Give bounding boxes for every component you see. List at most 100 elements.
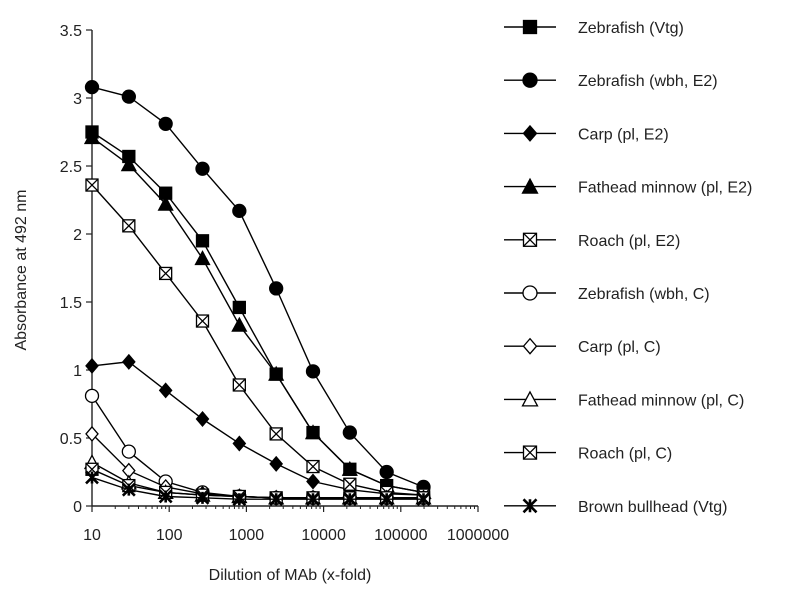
x-tick-label: 100000: [374, 527, 427, 544]
legend-marker-roach-pl-e2: [522, 232, 538, 247]
data-point-zebrafish-wbh-e2: [158, 116, 173, 131]
data-point-brown-bullhead-vtg: [85, 470, 99, 485]
data-point-roach-pl-e2: [159, 266, 173, 281]
series-line-fathead-minnow-pl-e2: [91, 136, 424, 494]
data-point-roach-pl-e2: [343, 477, 357, 491]
series-layer: [83, 79, 432, 507]
data-point-carp-pl-e2: [158, 382, 173, 399]
y-axis-title: Absorbance at 492 nm: [13, 190, 30, 351]
legend-label: Fathead minnow (pl, C): [578, 392, 744, 409]
series-line-zebrafish-wbh-e2: [91, 86, 424, 488]
y-tick-label: 1: [73, 363, 82, 380]
legend-marker-carp-pl-e2: [522, 124, 538, 142]
data-point-carp-pl-c: [85, 425, 99, 442]
legend-item-zebrafish-wbh-e2: Zebrafish (wbh, E2): [504, 72, 718, 90]
legend-marker-zebrafish-vtg: [522, 19, 538, 35]
legend: Zebrafish (Vtg) Zebrafish (wbh, E2) Carp (…: [504, 19, 752, 516]
data-point-zebrafish-wbh-e2: [305, 364, 321, 379]
data-point-zebrafish-wbh-c: [84, 388, 100, 403]
y-tick-label: 0: [73, 499, 82, 516]
series-line-roach-pl-e2: [91, 184, 424, 496]
data-point-brown-bullhead-vtg: [121, 482, 136, 497]
data-point-brown-bullhead-vtg: [306, 492, 320, 507]
y-tick-label: 0.5: [60, 431, 82, 448]
data-point-roach-pl-e2: [269, 427, 283, 441]
data-point-carp-pl-e2: [195, 410, 210, 427]
legend-label: Zebrafish (wbh, C): [578, 286, 710, 303]
series-zebrafish-wbh-e2: [84, 79, 431, 495]
legend-marker-fathead-minnow-pl-e2: [521, 177, 539, 194]
legend-label: Carp (pl, C): [578, 339, 661, 356]
data-point-zebrafish-wbh-c: [121, 444, 136, 459]
x-tick-label: 10: [83, 527, 101, 544]
data-point-zebrafish-vtg: [232, 300, 246, 315]
data-point-zebrafish-wbh-e2: [232, 203, 247, 219]
data-point-roach-pl-e2: [195, 314, 210, 328]
y-tick-label: 2: [73, 227, 82, 244]
axes: 0 0.5 1 1.5 2 2.5 3 3.5 10 100 1000 10000 100000 1000…: [60, 23, 509, 544]
data-point-carp-pl-e2: [306, 473, 320, 490]
legend-label: Zebrafish (Vtg): [578, 20, 684, 37]
data-point-fathead-minnow-pl-e2: [304, 424, 322, 440]
data-point-roach-pl-e2: [85, 178, 99, 192]
series-line-roach-pl-c: [91, 468, 424, 499]
series-line-carp-pl-e2: [91, 361, 424, 496]
series-carp-pl-e2: [85, 353, 431, 504]
data-point-zebrafish-wbh-e2: [269, 281, 284, 296]
legend-item-carp-pl-c: Carp (pl, C): [504, 337, 661, 356]
legend-item-roach-pl-e2: Roach (pl, E2): [504, 232, 680, 250]
data-point-fathead-minnow-pl-e2: [194, 250, 211, 266]
data-point-carp-pl-e2: [269, 455, 284, 472]
series-roach-pl-e2: [85, 178, 431, 502]
x-axis-title: Dilution of MAb (x-fold): [209, 567, 372, 584]
legend-label: Roach (pl, E2): [578, 233, 680, 250]
series-zebrafish-vtg: [85, 125, 431, 500]
legend-marker-zebrafish-wbh-c: [522, 285, 538, 301]
series-roach-pl-c: [85, 462, 431, 505]
data-point-carp-pl-e2: [85, 357, 99, 374]
x-tick-label: 10000: [301, 527, 346, 544]
data-point-zebrafish-wbh-e2: [195, 161, 210, 176]
data-point-carp-pl-e2: [121, 353, 136, 370]
legend-marker-zebrafish-wbh-e2: [522, 72, 538, 88]
data-point-brown-bullhead-vtg: [416, 492, 431, 507]
legend-marker-brown-bullhead-vtg: [522, 498, 538, 514]
x-tick-label: 1000000: [447, 527, 509, 544]
data-point-carp-pl-e2: [232, 435, 247, 452]
legend-label: Zebrafish (wbh, E2): [578, 73, 718, 90]
legend-item-fathead-minnow-pl-c: Fathead minnow (pl, C): [504, 390, 744, 409]
x-tick-label: 100: [156, 527, 183, 544]
x-tick-label: 1000: [229, 527, 265, 544]
data-point-fathead-minnow-pl-e2: [231, 316, 248, 332]
legend-item-fathead-minnow-pl-e2: Fathead minnow (pl, E2): [504, 177, 752, 197]
series-brown-bullhead-vtg: [85, 470, 431, 507]
legend-marker-fathead-minnow-pl-c: [521, 390, 539, 407]
data-point-roach-pl-e2: [306, 459, 320, 474]
data-point-brown-bullhead-vtg: [158, 489, 173, 504]
legend-item-zebrafish-wbh-c: Zebrafish (wbh, C): [504, 285, 710, 303]
legend-label: Fathead minnow (pl, E2): [578, 180, 752, 197]
legend-item-zebrafish-vtg: Zebrafish (Vtg): [504, 19, 684, 37]
data-point-zebrafish-wbh-e2: [379, 464, 394, 480]
data-point-brown-bullhead-vtg: [379, 492, 394, 507]
data-point-zebrafish-wbh-e2: [342, 425, 357, 440]
data-point-brown-bullhead-vtg: [269, 492, 284, 507]
legend-item-carp-pl-e2: Carp (pl, E2): [504, 124, 669, 143]
data-point-brown-bullhead-vtg: [195, 490, 210, 505]
data-point-brown-bullhead-vtg: [342, 492, 357, 507]
legend-item-roach-pl-c: Roach (pl, C): [504, 445, 672, 463]
data-point-fathead-minnow-pl-e2: [83, 129, 101, 145]
data-point-roach-pl-e2: [232, 378, 246, 392]
legend-marker-carp-pl-c: [522, 337, 538, 355]
y-tick-label: 2.5: [60, 159, 82, 176]
legend-label: Roach (pl, C): [578, 446, 672, 463]
series-line-zebrafish-vtg: [91, 131, 424, 494]
y-tick-label: 3.5: [60, 23, 82, 40]
data-point-fathead-minnow-pl-e2: [341, 460, 358, 476]
legend-marker-roach-pl-c: [522, 445, 538, 460]
legend-label: Brown bullhead (Vtg): [578, 499, 727, 516]
series-line-zebrafish-wbh-c: [91, 395, 424, 499]
data-point-brown-bullhead-vtg: [232, 492, 247, 507]
data-point-fathead-minnow-pl-e2: [268, 365, 285, 381]
